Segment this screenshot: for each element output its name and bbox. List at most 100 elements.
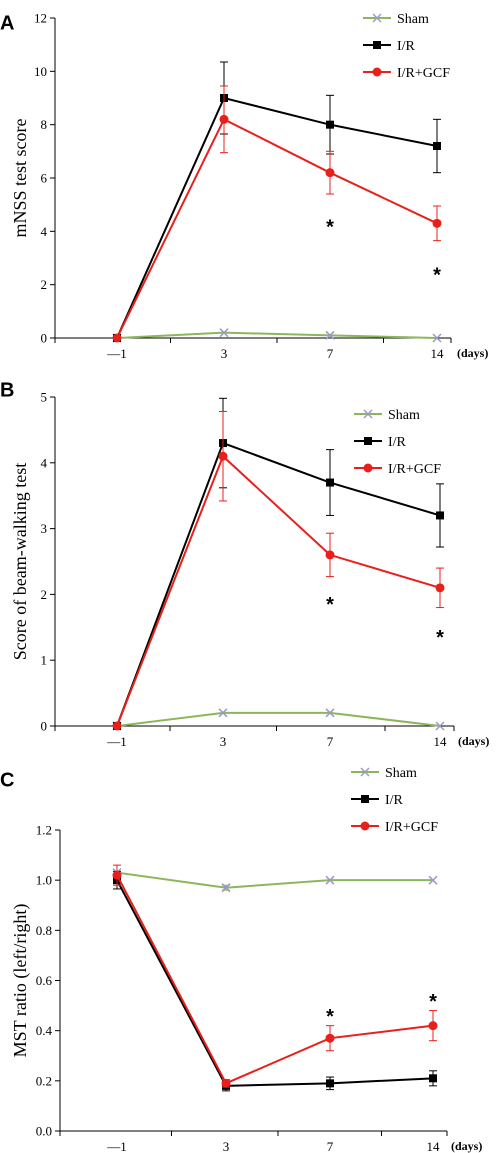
data-point (325, 708, 335, 718)
chart-panel-c: C 0.0 0.2 0.4 0.6 0.8 1.0 1.2 —1 3 7 14 (days) MST ra… (0, 766, 482, 1153)
data-point (325, 330, 335, 340)
legend-label: Sham (385, 766, 417, 781)
x-tick-label: 3 (220, 734, 227, 749)
legend-label: I/R+GCF (385, 820, 438, 835)
y-tick-label: 5 (41, 390, 48, 405)
marker-stroke (325, 875, 335, 885)
series-line (116, 874, 434, 1085)
data-point (428, 875, 438, 885)
series-line (116, 454, 441, 727)
chart-panel-a: A 0 2 4 6 8 10 12 —1 3 7 14 (days) mNSS test score * * S… (0, 11, 488, 362)
x-tick-label: 7 (327, 346, 334, 361)
data-point (325, 168, 335, 178)
data-point (325, 550, 335, 560)
y-tick-label: 4 (41, 455, 48, 470)
series-line (116, 331, 438, 339)
legend-label: Sham (388, 408, 420, 423)
data-point (436, 511, 444, 520)
legend-marker (373, 41, 381, 49)
x-axis-unit: (days) (451, 1139, 482, 1153)
panel-letter: C (0, 770, 14, 792)
marker-stroke (221, 883, 231, 893)
legend-item: I/R (363, 39, 416, 54)
legend-label: I/R+GCF (388, 462, 441, 477)
series-i-r (113, 870, 437, 1092)
x-axis-unit: (days) (458, 734, 489, 748)
data-point (218, 451, 228, 461)
legend-marker (364, 437, 372, 445)
data-point (221, 1078, 231, 1088)
significance-star: * (429, 991, 437, 1013)
marker-stroke (218, 708, 228, 718)
x-tick-label: 7 (327, 1139, 334, 1153)
legend-item: I/R+GCF (363, 66, 450, 81)
legend-label: I/R+GCF (397, 66, 450, 81)
data-point (112, 870, 122, 880)
legend-marker (363, 463, 373, 473)
series-sham (112, 868, 438, 893)
data-point (326, 1079, 334, 1088)
marker-stroke (325, 330, 335, 340)
data-point (218, 708, 228, 718)
significance-star: * (436, 627, 444, 649)
data-point (325, 1033, 335, 1043)
legend-marker (361, 795, 369, 803)
y-tick-label: 2 (41, 277, 48, 292)
x-tick-label: —1 (106, 346, 127, 361)
panel-letter: B (0, 380, 14, 402)
series-line (116, 711, 441, 727)
series-line (116, 871, 433, 889)
legend-item: I/R (354, 435, 407, 450)
y-tick-label: 2 (41, 587, 48, 602)
significance-star: * (326, 216, 334, 238)
legend-item: I/R (351, 793, 404, 808)
series-line (116, 879, 434, 1087)
data-point (429, 1074, 437, 1083)
data-point (325, 875, 335, 885)
data-point (428, 1021, 438, 1031)
x-tick-label: —1 (106, 734, 127, 749)
significance-star: * (326, 594, 334, 616)
marker-stroke (372, 13, 382, 23)
legend-item: Sham (363, 12, 429, 27)
panel-letter: A (0, 13, 14, 35)
legend-label: Sham (397, 12, 429, 27)
y-axis-title: mNSS test score (10, 118, 30, 237)
legend-marker (372, 67, 382, 77)
data-point (433, 142, 441, 150)
series-line (116, 117, 438, 339)
legend-item: Sham (351, 766, 417, 781)
x-tick-label: —1 (106, 1139, 127, 1153)
significance-star: * (433, 264, 441, 286)
y-tick-label: 8 (41, 117, 48, 132)
y-tick-label: 3 (41, 521, 48, 536)
y-tick-label: 1.0 (36, 873, 52, 888)
x-tick-label: 7 (327, 734, 334, 749)
y-tick-label: 0.8 (36, 923, 52, 938)
x-tick-label: 14 (434, 734, 448, 749)
legend-label: I/R (385, 793, 404, 808)
chart-panel-b: B 0 1 2 3 4 5 —1 3 7 14 (days) Score of beam-walking… (0, 380, 489, 749)
series-sham (112, 708, 445, 731)
marker-stroke (435, 721, 445, 731)
data-point (435, 583, 445, 593)
x-tick-label: 14 (431, 346, 445, 361)
data-point (435, 721, 445, 731)
legend-marker (372, 13, 382, 23)
series-line (116, 441, 441, 727)
y-tick-label: 0.2 (36, 1073, 52, 1088)
legend-marker (360, 821, 370, 831)
marker-stroke (360, 767, 370, 777)
data-point (219, 328, 229, 338)
x-tick-label: 3 (223, 1139, 230, 1153)
y-tick-label: 1.2 (36, 823, 52, 838)
y-tick-label: 0 (41, 719, 48, 734)
y-tick-label: 0 (41, 331, 48, 346)
y-tick-label: 0.6 (36, 973, 53, 988)
series-line (116, 96, 438, 339)
data-point (219, 114, 229, 124)
x-tick-label: 14 (427, 1139, 441, 1153)
x-tick-label: 3 (221, 346, 228, 361)
y-tick-label: 4 (41, 224, 48, 239)
